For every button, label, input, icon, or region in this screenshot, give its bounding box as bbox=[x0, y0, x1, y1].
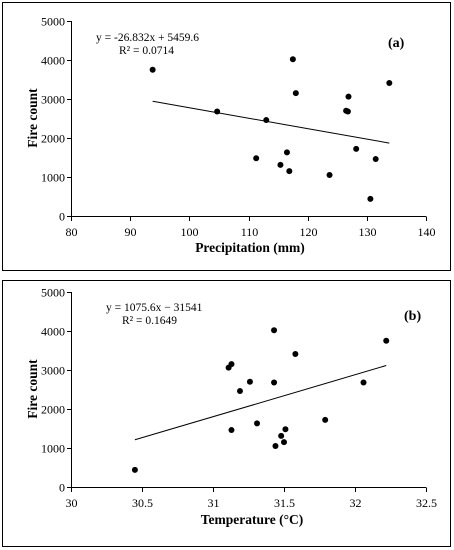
x-tick-label: 100 bbox=[181, 225, 199, 239]
y-tick-label: 1000 bbox=[41, 442, 65, 456]
data-point bbox=[292, 351, 299, 358]
x-tick-label: 31.5 bbox=[274, 496, 295, 510]
data-point bbox=[246, 378, 253, 385]
panel-frame bbox=[2, 280, 451, 547]
panel-label: (b) bbox=[404, 309, 421, 324]
y-tick-label: 4000 bbox=[41, 54, 65, 68]
y-axis-title: Fire count bbox=[25, 359, 40, 419]
data-point bbox=[149, 66, 156, 73]
data-point bbox=[292, 90, 299, 97]
data-point bbox=[271, 327, 278, 334]
x-tick-label: 30.5 bbox=[132, 496, 153, 510]
x-tick-label: 32.5 bbox=[416, 496, 437, 510]
chart-panel-b: 0 1000 2000 3000 4000 5000 30 30.5 31 31.5 32 32.5 y… bbox=[2, 280, 451, 547]
data-point bbox=[353, 145, 360, 152]
x-axis-title: Temperature (°C) bbox=[201, 512, 304, 527]
data-point bbox=[228, 427, 235, 434]
panel-label: (a) bbox=[388, 36, 405, 51]
data-point bbox=[277, 161, 284, 168]
data-point bbox=[228, 361, 235, 368]
data-point bbox=[344, 108, 351, 115]
x-tick-label: 140 bbox=[418, 225, 436, 239]
x-tick-label: 110 bbox=[241, 225, 259, 239]
data-point bbox=[236, 388, 243, 395]
y-tick-label: 3000 bbox=[41, 364, 65, 378]
y-tick-label: 0 bbox=[59, 481, 65, 495]
chart-panel-a: 0 1000 2000 3000 4000 5000 80 90 100 110 120 130 140… bbox=[2, 2, 451, 271]
r-squared: R² = 0.1649 bbox=[122, 315, 177, 327]
data-point bbox=[326, 172, 333, 179]
data-point bbox=[131, 466, 138, 473]
x-tick-label: 32 bbox=[350, 496, 362, 510]
y-tick-label: 2000 bbox=[41, 403, 65, 417]
x-tick-label: 130 bbox=[359, 225, 377, 239]
x-tick-label: 80 bbox=[66, 225, 78, 239]
y-tick-label: 4000 bbox=[41, 325, 65, 339]
trend-equation: y = -26.832x + 5459.6 bbox=[96, 32, 199, 44]
data-point bbox=[286, 168, 293, 175]
trend-equation: y = 1075.6x − 31541 bbox=[106, 302, 203, 314]
data-point bbox=[372, 156, 379, 163]
y-tick-label: 3000 bbox=[41, 93, 65, 107]
data-point bbox=[254, 420, 261, 427]
x-tick-label: 31 bbox=[208, 496, 220, 510]
data-point bbox=[283, 149, 290, 156]
x-tick-label: 120 bbox=[300, 225, 318, 239]
data-point bbox=[360, 379, 367, 386]
trendline bbox=[134, 365, 387, 441]
data-point bbox=[263, 117, 270, 124]
data-point bbox=[289, 56, 296, 63]
data-point bbox=[367, 195, 374, 202]
panel-frame bbox=[2, 2, 451, 271]
data-point bbox=[282, 426, 289, 433]
data-point bbox=[214, 108, 221, 115]
x-tick-label: 30 bbox=[66, 496, 78, 510]
y-tick-label: 2000 bbox=[41, 132, 65, 146]
y-tick-label: 5000 bbox=[41, 15, 65, 29]
y-tick-label: 1000 bbox=[41, 171, 65, 185]
y-tick-label: 0 bbox=[59, 210, 65, 224]
trendline bbox=[152, 100, 390, 144]
data-point bbox=[281, 439, 287, 446]
y-tick-label: 5000 bbox=[41, 286, 65, 300]
data-point bbox=[272, 443, 279, 450]
x-axis-title: Precipitation (mm) bbox=[195, 240, 305, 255]
r-squared: R² = 0.0714 bbox=[119, 45, 174, 57]
data-point bbox=[383, 337, 390, 344]
data-point bbox=[253, 155, 260, 162]
data-point bbox=[271, 379, 278, 386]
data-point bbox=[278, 432, 285, 439]
data-point bbox=[345, 93, 352, 100]
x-tick-label: 90 bbox=[125, 225, 137, 239]
y-axis-title: Fire count bbox=[25, 88, 40, 148]
data-point bbox=[386, 80, 393, 87]
data-point bbox=[322, 416, 329, 423]
